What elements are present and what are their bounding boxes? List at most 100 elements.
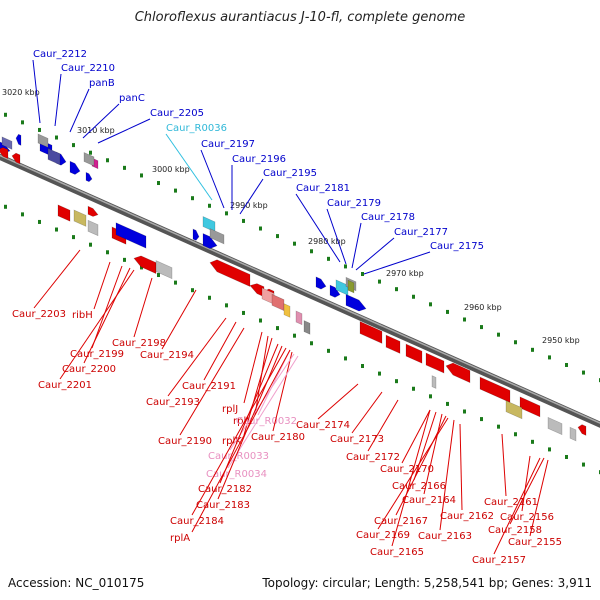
- inner-tick-mark: [463, 409, 466, 414]
- lower-gene-label[interactable]: Caur_2190: [158, 436, 212, 447]
- minus-strand-gene: [385, 334, 401, 354]
- upper-gene-label[interactable]: Caur_2210: [61, 63, 115, 74]
- upper-gene-label[interactable]: Caur_2212: [33, 49, 87, 60]
- lower-gene-label[interactable]: Caur_2184: [170, 516, 224, 527]
- inner-tick-mark: [327, 348, 330, 353]
- outer-tick-mark: [412, 294, 415, 299]
- lower-gene-label[interactable]: rplK: [222, 436, 242, 447]
- inner-feature: [505, 400, 523, 420]
- lower-gene-label[interactable]: rplA: [170, 533, 190, 544]
- lower-gene-label[interactable]: Caur_2170: [380, 464, 434, 475]
- lower-gene-label[interactable]: Caur_R0033: [208, 451, 269, 462]
- outer-tick-mark: [174, 188, 177, 193]
- lower-label-leader: [459, 423, 463, 511]
- upper-gene-label[interactable]: panC: [119, 93, 145, 104]
- lower-gene-label[interactable]: Caur_2173: [330, 434, 384, 445]
- lower-gene-label[interactable]: Caur_R0032: [236, 416, 297, 427]
- outer-tick-mark: [463, 317, 466, 322]
- upper-gene-label[interactable]: Caur_2178: [361, 212, 415, 223]
- upper-label-leader: [200, 149, 225, 209]
- outer-tick-mark: [140, 173, 143, 178]
- lower-label-leader: [227, 355, 299, 469]
- lower-gene-label[interactable]: Caur_2203: [12, 309, 66, 320]
- lower-label-leader: [191, 349, 291, 533]
- outer-tick-mark: [531, 347, 534, 352]
- lower-gene-label[interactable]: Caur_2162: [440, 511, 494, 522]
- upper-gene-label[interactable]: Caur_2177: [394, 227, 448, 238]
- lower-gene-label[interactable]: rplL: [233, 416, 252, 427]
- lower-gene-label[interactable]: Caur_2194: [140, 350, 194, 361]
- inner-tick-mark: [480, 417, 483, 422]
- lower-gene-label[interactable]: Caur_2167: [374, 516, 428, 527]
- lower-gene-label[interactable]: Caur_2156: [500, 512, 554, 523]
- upper-label-leader: [69, 88, 90, 133]
- inner-tick-mark: [157, 273, 160, 278]
- upper-label-leader: [295, 193, 341, 263]
- lower-gene-label[interactable]: Caur_2174: [296, 420, 350, 431]
- upper-gene-label[interactable]: Caur_2181: [296, 183, 350, 194]
- lower-label-leader: [133, 277, 153, 338]
- lower-label-leader: [59, 269, 135, 380]
- inner-feature: [303, 320, 311, 335]
- inner-tick-mark: [191, 288, 194, 293]
- upper-gene-label[interactable]: Caur_2197: [201, 139, 255, 150]
- lower-label-leader: [272, 351, 293, 432]
- lower-gene-label[interactable]: Caur_2200: [62, 364, 116, 375]
- minus-strand-gene: [87, 205, 99, 217]
- inner-tick-mark: [276, 326, 279, 331]
- lower-gene-label[interactable]: Caur_2183: [196, 500, 250, 511]
- lower-label-leader: [501, 433, 507, 497]
- lower-gene-label[interactable]: Caur_2165: [370, 547, 424, 558]
- inner-tick-mark: [395, 379, 398, 384]
- genome-backbone: [0, 153, 600, 428]
- lower-label-leader: [93, 261, 111, 310]
- lower-gene-label[interactable]: Caur_2169: [356, 530, 410, 541]
- upper-gene-label[interactable]: Caur_2196: [232, 154, 286, 165]
- inner-tick-mark: [72, 235, 75, 240]
- upper-gene-label[interactable]: Caur_2205: [150, 108, 204, 119]
- outer-tick-mark: [157, 181, 160, 186]
- kbp-tick-label: 3020 kbp: [2, 88, 40, 97]
- lower-gene-label[interactable]: Caur_2161: [484, 497, 538, 508]
- lower-label-leader: [413, 411, 437, 481]
- lower-gene-label[interactable]: ribH: [72, 310, 93, 321]
- lower-gene-label[interactable]: Caur_2157: [472, 555, 526, 566]
- lower-gene-label[interactable]: Caur_2164: [402, 495, 456, 506]
- inner-feature: [295, 310, 303, 326]
- lower-gene-label[interactable]: Caur_2166: [392, 481, 446, 492]
- outer-tick-mark: [514, 340, 517, 345]
- inner-tick-mark: [344, 356, 347, 361]
- minus-strand-gene: [57, 204, 71, 222]
- lower-gene-label[interactable]: Caur_2182: [198, 484, 252, 495]
- lower-gene-label[interactable]: rplJ: [222, 404, 238, 415]
- inner-tick-mark: [106, 250, 109, 255]
- lower-gene-label[interactable]: Caur_2198: [112, 338, 166, 349]
- upper-gene-label[interactable]: panB: [89, 78, 115, 89]
- lower-gene-label[interactable]: Caur_R0034: [206, 469, 267, 480]
- minus-strand-gene: [209, 259, 251, 287]
- outer-tick-mark: [446, 309, 449, 314]
- lower-gene-label[interactable]: Caur_2201: [38, 380, 92, 391]
- lower-gene-label[interactable]: Caur_2155: [508, 537, 562, 548]
- lower-label-leader: [509, 457, 545, 525]
- upper-gene-label[interactable]: Caur_2195: [263, 168, 317, 179]
- lower-gene-label[interactable]: Caur_2199: [70, 349, 124, 360]
- lower-label-leader: [521, 455, 531, 512]
- upper-label-leader: [351, 222, 362, 269]
- outer-tick-mark: [548, 355, 551, 360]
- lower-gene-label[interactable]: Caur_2180: [251, 432, 305, 443]
- lower-label-leader: [167, 317, 227, 397]
- grey-feature: [83, 152, 95, 167]
- kbp-tick-label: 3010 kbp: [77, 126, 115, 135]
- outer-tick-mark: [293, 241, 296, 246]
- upper-gene-label[interactable]: Caur_2175: [430, 241, 484, 252]
- lower-gene-label[interactable]: Caur_2172: [346, 452, 400, 463]
- lower-gene-label[interactable]: Caur_2158: [488, 525, 542, 536]
- outer-tick-mark: [4, 112, 7, 117]
- upper-gene-label[interactable]: Caur_2179: [327, 198, 381, 209]
- outer-tick-mark: [276, 234, 279, 239]
- upper-gene-label[interactable]: Caur_R0036: [166, 123, 227, 134]
- lower-gene-label[interactable]: Caur_2163: [418, 531, 472, 542]
- lower-label-leader: [377, 417, 449, 530]
- lower-gene-label[interactable]: Caur_2193: [146, 397, 200, 408]
